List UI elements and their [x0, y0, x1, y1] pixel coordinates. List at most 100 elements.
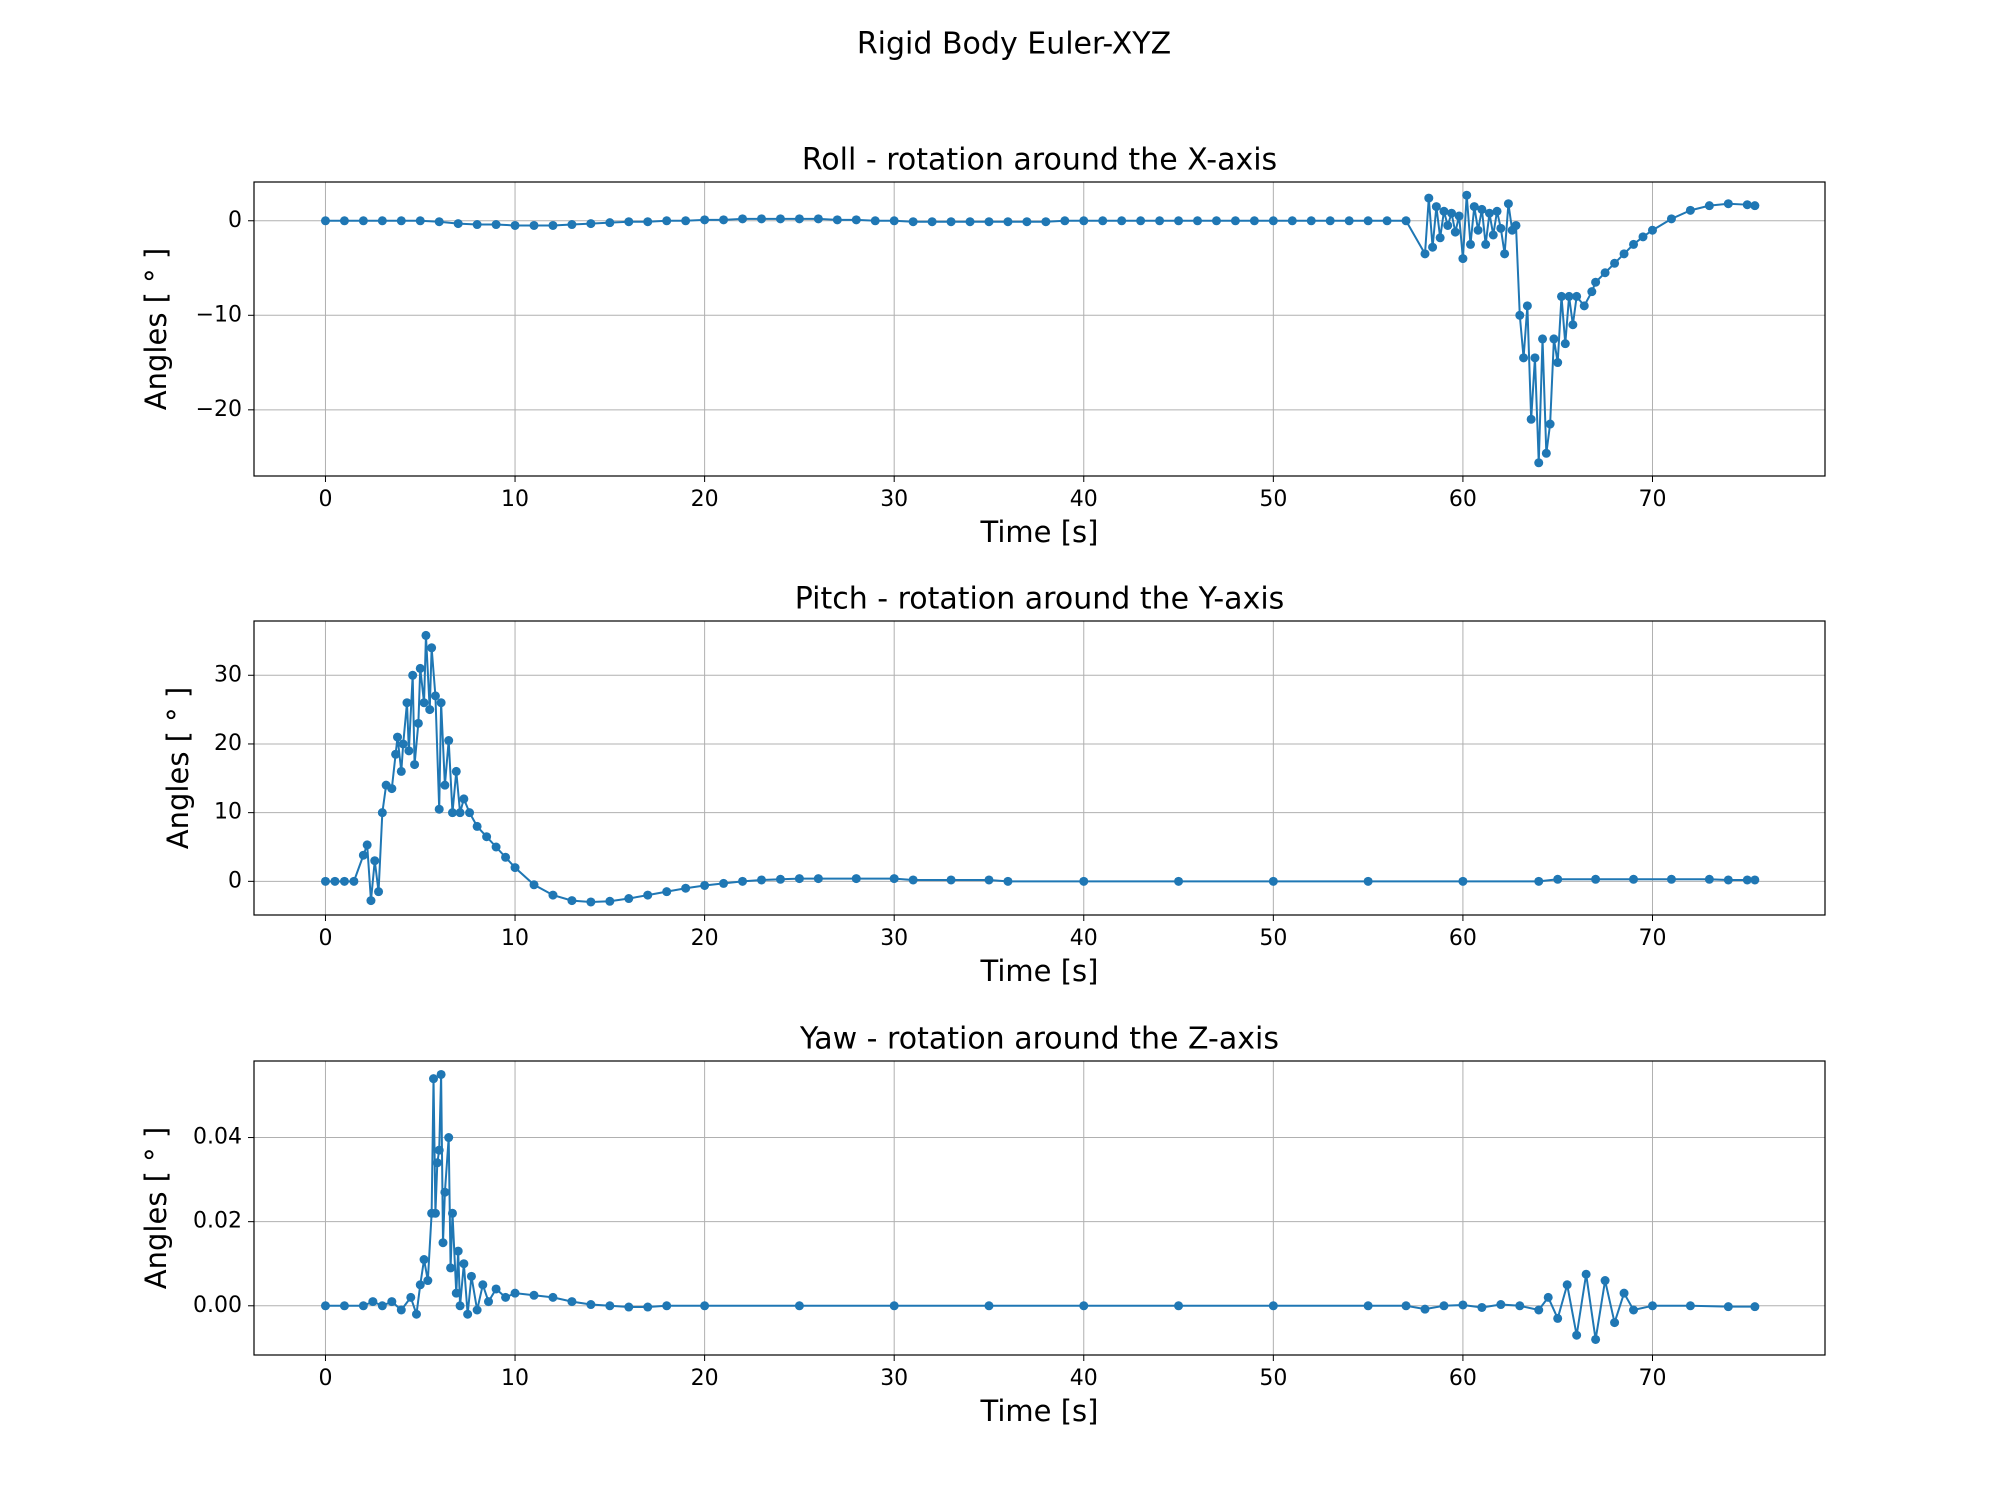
x-tick-label: 50: [1259, 926, 1287, 951]
data-point: [510, 220, 520, 230]
data-point: [501, 1292, 511, 1302]
data-point: [870, 216, 880, 226]
data-point: [434, 217, 444, 227]
data-point: [1638, 232, 1648, 242]
data-point: [1610, 258, 1620, 268]
data-point: [1041, 217, 1051, 227]
data-point: [339, 216, 349, 226]
data-point: [413, 718, 423, 728]
y-axis-label: Angles [ ° ]: [139, 248, 173, 410]
data-point: [1511, 220, 1521, 230]
x-axis-label: Time [s]: [980, 1394, 1099, 1428]
data-point: [1591, 277, 1601, 287]
data-line: [325, 1074, 1755, 1340]
y-tick-label: 20: [214, 731, 242, 756]
data-point: [1439, 1301, 1449, 1311]
data-point: [1174, 1301, 1184, 1311]
data-point: [320, 1301, 330, 1311]
data-point: [1591, 1334, 1601, 1344]
data-point: [1530, 353, 1540, 363]
data-point: [501, 852, 511, 862]
data-point: [406, 1292, 416, 1302]
x-tick-label: 10: [501, 487, 529, 512]
data-point: [1723, 875, 1733, 885]
data-point: [1420, 1304, 1430, 1314]
data-point: [1344, 216, 1354, 226]
data-point: [1534, 876, 1544, 886]
data-point: [393, 732, 403, 742]
data-point: [1564, 291, 1574, 301]
y-axis-label: Angles [ ° ]: [161, 687, 195, 849]
data-point: [662, 1301, 672, 1311]
x-tick-label: 60: [1449, 487, 1477, 512]
data-point: [419, 698, 429, 708]
data-point: [330, 876, 340, 886]
data-point: [491, 220, 501, 230]
y-tick-label: −10: [196, 302, 242, 327]
data-point: [1174, 216, 1184, 226]
subplot: Yaw - rotation around the Z-axis 0 10 20 30 4…: [139, 1022, 1826, 1428]
data-point: [1629, 1305, 1639, 1315]
data-point: [404, 746, 414, 756]
data-point: [1647, 1301, 1657, 1311]
data-point: [605, 218, 615, 228]
data-point: [1268, 216, 1278, 226]
data-point: [1098, 216, 1108, 226]
data-point: [662, 887, 672, 897]
data-point: [1666, 874, 1676, 884]
data-point: [794, 214, 804, 224]
data-point: [444, 1133, 454, 1143]
data-point: [927, 217, 937, 227]
x-tick-label: 50: [1259, 1366, 1287, 1391]
data-point: [482, 832, 492, 842]
data-point: [1568, 320, 1578, 330]
data-point: [1477, 204, 1487, 214]
data-point: [567, 1297, 577, 1307]
data-point: [1666, 214, 1676, 224]
data-point: [889, 874, 899, 884]
data-point: [1363, 1301, 1373, 1311]
data-point: [586, 897, 596, 907]
data-point: [1549, 334, 1559, 344]
data-point: [1428, 242, 1438, 252]
data-point: [1685, 1301, 1695, 1311]
data-point: [1496, 223, 1506, 233]
data-point: [377, 1301, 387, 1311]
data-point: [387, 1297, 397, 1307]
data-point: [1462, 190, 1472, 200]
data-point: [813, 214, 823, 224]
data-point: [1443, 220, 1453, 230]
data-point: [1553, 358, 1563, 368]
data-point: [472, 1305, 482, 1315]
y-tick-label: 0.02: [193, 1209, 242, 1234]
subplot: Roll - rotation around the X-axis 0 10 20 30…: [139, 143, 1826, 549]
data-point: [1515, 1301, 1525, 1311]
data-point: [794, 1301, 804, 1311]
data-point: [491, 1284, 501, 1294]
x-tick-label: 40: [1070, 1366, 1098, 1391]
data-point: [398, 739, 408, 749]
data-point: [463, 1309, 473, 1319]
data-point: [358, 1301, 368, 1311]
data-point: [1469, 202, 1479, 212]
data-point: [984, 1301, 994, 1311]
data-point: [946, 875, 956, 885]
data-point: [908, 875, 918, 885]
data-point: [434, 1145, 444, 1155]
data-point: [1079, 876, 1089, 886]
data-point: [453, 219, 463, 229]
data-point: [377, 216, 387, 226]
data-point: [775, 214, 785, 224]
data-point: [548, 220, 558, 230]
data-point: [510, 863, 520, 873]
data-point: [1492, 206, 1502, 216]
axes-frame: [253, 1060, 1826, 1356]
data-point: [1629, 239, 1639, 249]
data-point: [529, 880, 539, 890]
y-tick-label: −20: [196, 397, 242, 422]
data-point: [1723, 1302, 1733, 1312]
data-point: [794, 874, 804, 884]
data-point: [1363, 216, 1373, 226]
data-point: [1742, 875, 1752, 885]
